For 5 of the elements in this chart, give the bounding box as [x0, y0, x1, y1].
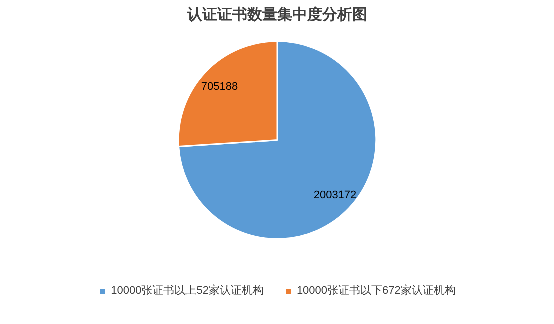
legend-label: 10000张证书以下672家认证机构: [296, 284, 456, 298]
legend-label: 10000张证书以上52家认证机构: [111, 284, 264, 298]
chart-title: 认证证书数量集中度分析图: [186, 6, 368, 24]
data-label: 2003172: [314, 189, 357, 202]
data-label: 705188: [201, 81, 238, 94]
